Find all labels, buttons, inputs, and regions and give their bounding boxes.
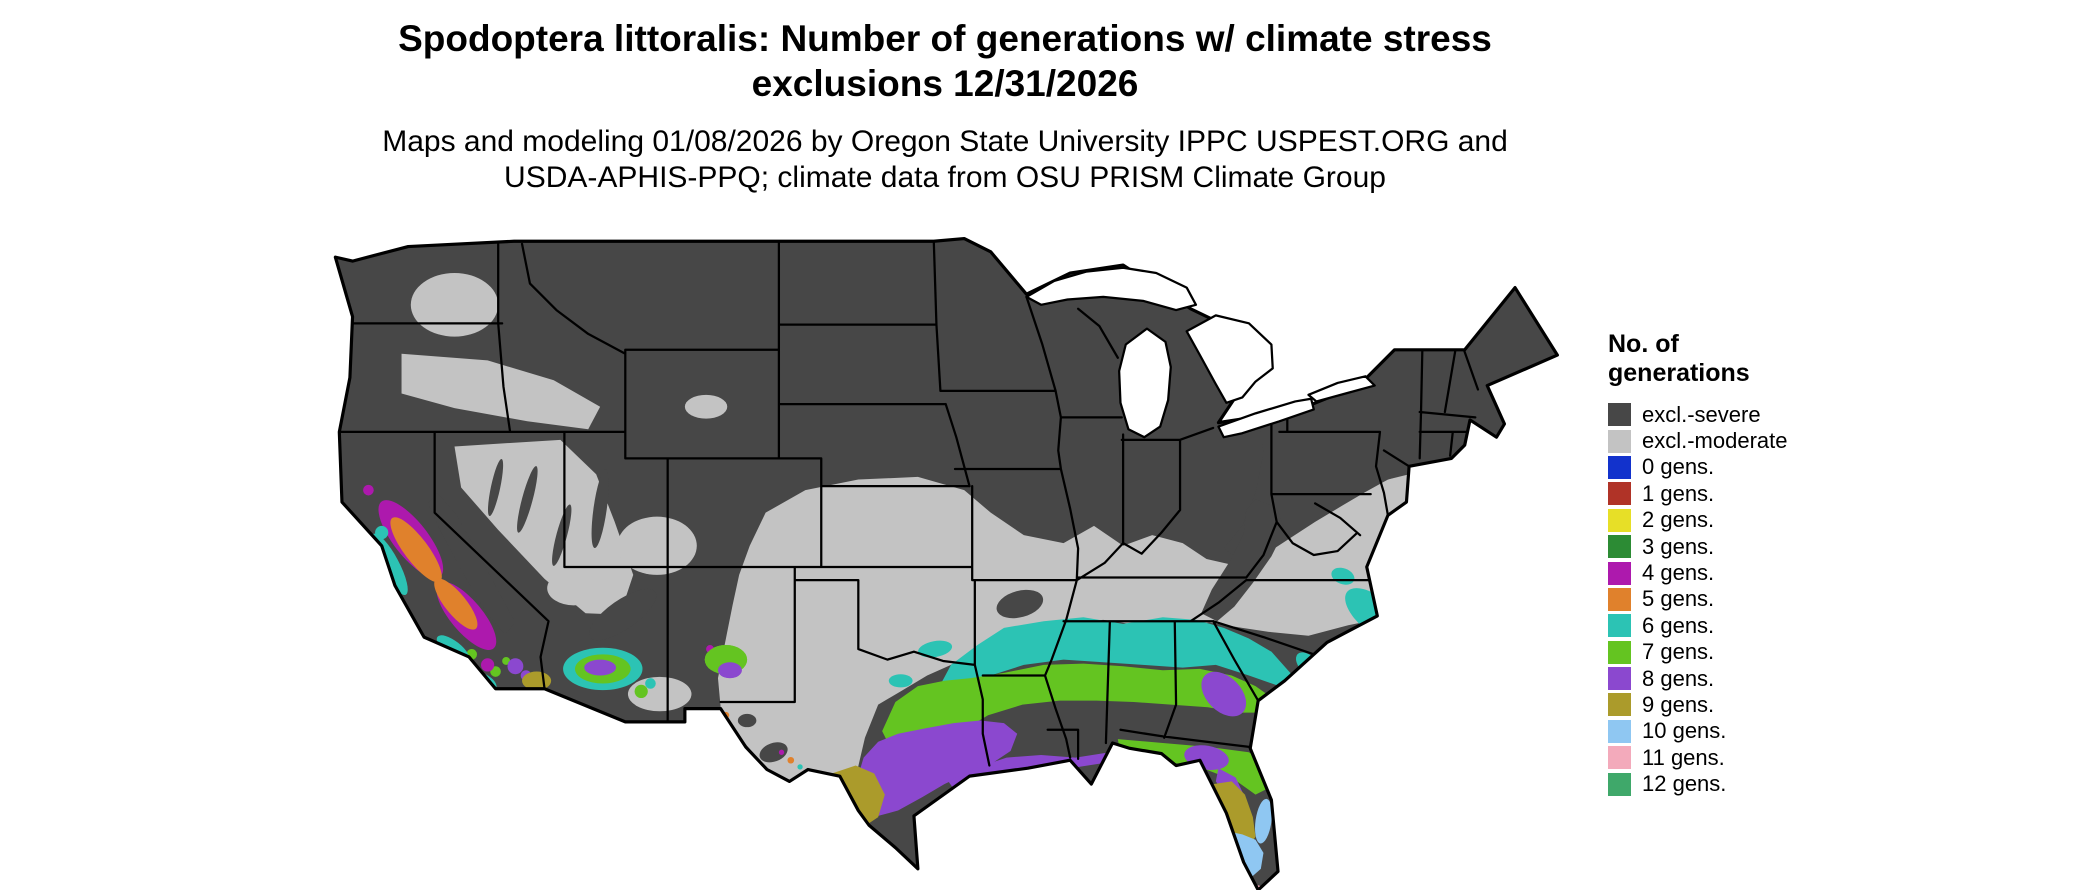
legend-item-g11: 11 gens. [1608, 745, 1868, 771]
legend-swatch-g9 [1608, 693, 1631, 717]
legend-title-line1: No. of [1608, 330, 1679, 358]
legend-label-g9: 9 gens. [1642, 691, 1715, 717]
legend-item-g1: 1 gens. [1608, 481, 1868, 507]
legend-item-g12: 12 gens. [1608, 771, 1868, 797]
legend-item-g5: 5 gens. [1608, 586, 1868, 612]
legend-label-g10: 10 gens. [1642, 718, 1727, 744]
region-11-gens [1186, 878, 1262, 890]
legend-swatch-g0 [1608, 455, 1631, 479]
page-title-line1: Spodoptera littoralis: Number of generat… [398, 18, 1492, 59]
state-borders [338, 240, 1480, 767]
legend-item-g6: 6 gens. [1608, 613, 1868, 639]
legend-label-g3: 3 gens. [1642, 533, 1715, 559]
great-lakes [1025, 266, 1376, 439]
legend-label-g8: 8 gens. [1642, 665, 1715, 691]
legend-swatch-moderate [1608, 429, 1631, 453]
legend-swatch-g4 [1608, 561, 1631, 585]
region-excl-moderate [401, 273, 1457, 814]
legend-item-g2: 2 gens. [1608, 507, 1868, 533]
legend-item-g10: 10 gens. [1608, 718, 1868, 744]
legend-item-moderate: excl.-moderate [1608, 428, 1868, 454]
legend-swatch-severe [1608, 403, 1631, 427]
legend-swatch-g12 [1608, 772, 1631, 796]
legend-swatch-g5 [1608, 587, 1631, 611]
lake-ontario [1307, 375, 1376, 403]
legend-title: No. of generations [1608, 330, 1868, 388]
legend-item-g0: 0 gens. [1608, 454, 1868, 480]
legend-label-g1: 1 gens. [1642, 480, 1715, 506]
legend-item-g7: 7 gens. [1608, 639, 1868, 665]
region-8-gens [507, 658, 1249, 822]
legend-label-g11: 11 gens. [1642, 744, 1725, 770]
subtitle: Maps and modeling 01/08/2026 by Oregon S… [0, 124, 1890, 195]
legend-item-g9: 9 gens. [1608, 692, 1868, 718]
header: Spodoptera littoralis: Number of generat… [0, 16, 1890, 195]
legend-items: excl.-severe excl.-moderate 0 gens. 1 gens.… [1608, 402, 1868, 798]
legend-swatch-g2 [1608, 508, 1631, 532]
lake-superior [1025, 266, 1198, 312]
legend-label-g4: 4 gens. [1642, 560, 1715, 586]
legend-swatch-g3 [1608, 535, 1631, 559]
legend-item-g3: 3 gens. [1608, 533, 1868, 559]
page-title-line2: exclusions 12/31/2026 [751, 63, 1139, 105]
legend-item-g8: 8 gens. [1608, 665, 1868, 691]
region-az-nm-inner [574, 645, 748, 684]
legend-swatch-g10 [1608, 719, 1631, 743]
lake-michigan [1118, 327, 1172, 439]
legend-item-severe: excl.-severe [1608, 402, 1868, 428]
legend-label-g2: 2 gens. [1642, 507, 1715, 533]
legend-swatch-g6 [1608, 614, 1631, 638]
legend-label-g12: 12 gens. [1642, 771, 1727, 797]
legend-label-g7: 7 gens. [1642, 639, 1715, 665]
legend-swatch-g11 [1608, 746, 1631, 770]
legend-label-g5: 5 gens. [1642, 586, 1715, 612]
legend-swatch-g1 [1608, 482, 1631, 506]
legend-swatch-g8 [1608, 667, 1631, 691]
region-12-gens [1195, 883, 1200, 889]
legend-title-line2: generations [1608, 358, 1750, 387]
subtitle-line1: Maps and modeling 01/08/2026 by Oregon S… [382, 125, 1508, 159]
legend-label-g6: 6 gens. [1642, 612, 1715, 638]
legend-swatch-g7 [1608, 640, 1631, 664]
legend-label-severe: excl.-severe [1642, 401, 1761, 427]
legend-label-moderate: excl.-moderate [1642, 428, 1788, 454]
legend-label-g0: 0 gens. [1642, 454, 1715, 480]
us-map [322, 228, 1580, 890]
us-map-svg [333, 237, 1559, 890]
lake-huron [1185, 314, 1274, 404]
legend-item-g4: 4 gens. [1608, 560, 1868, 586]
subtitle-line2: USDA-APHIS-PPQ; climate data from OSU PR… [504, 160, 1386, 194]
legend: No. of generations excl.-severe excl.-mod… [1608, 330, 1868, 797]
lake-erie [1217, 397, 1315, 439]
